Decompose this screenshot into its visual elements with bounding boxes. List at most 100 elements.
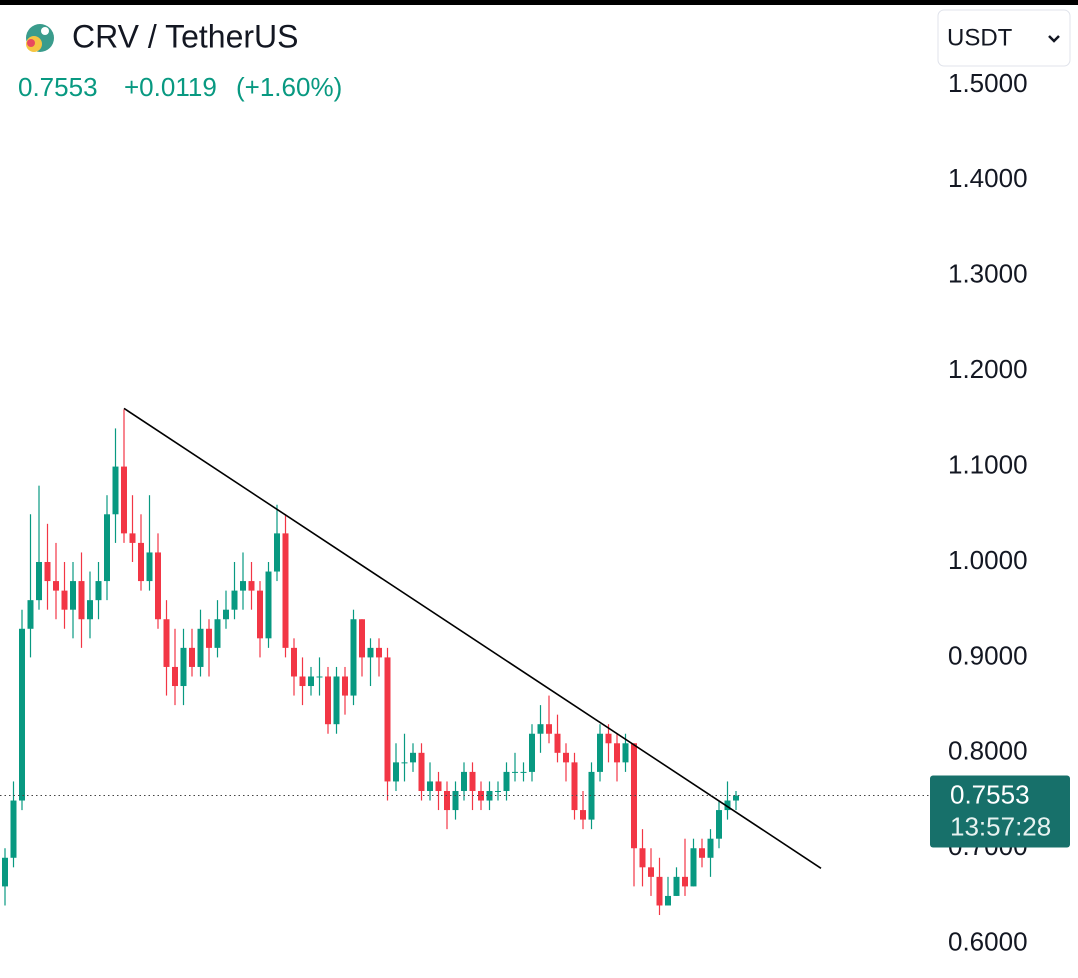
candle-body — [529, 733, 535, 772]
candle-body — [282, 533, 289, 648]
candle-body — [189, 647, 195, 667]
candle-body — [605, 733, 612, 744]
candle-body — [172, 666, 178, 687]
candle-body — [121, 466, 127, 534]
y-tick-label: 1.4000 — [948, 163, 1028, 193]
currency-selector[interactable]: USDT — [937, 9, 1071, 67]
candle-body — [180, 647, 187, 687]
price-tag-countdown: 13:57:28 — [950, 811, 1051, 841]
candle-body — [571, 762, 578, 811]
candle-body — [299, 676, 306, 687]
y-tick-label: 1.1000 — [948, 449, 1028, 479]
candle-body — [78, 581, 85, 620]
candle-body — [27, 600, 34, 629]
candle-body — [367, 647, 374, 658]
candle-body — [2, 857, 8, 887]
candle-body — [707, 838, 714, 858]
candle-body — [724, 800, 731, 811]
candle-body — [316, 676, 323, 678]
currency-box[interactable] — [937, 9, 1071, 67]
candle-body — [163, 619, 170, 667]
candle-body — [384, 657, 391, 782]
candle-body — [155, 552, 161, 620]
candle-body — [274, 533, 280, 572]
candle-body — [146, 552, 153, 582]
y-tick-label: 0.9000 — [948, 640, 1028, 670]
candle-body — [554, 733, 561, 753]
candle-body — [333, 676, 340, 725]
candle-body — [690, 848, 697, 887]
candle-body — [36, 561, 42, 601]
candle-body — [486, 790, 493, 801]
candle-body — [461, 771, 467, 791]
candle-body — [597, 733, 603, 772]
candle-body — [197, 628, 204, 667]
y-tick-label: 1.3000 — [948, 259, 1028, 289]
top-bar — [0, 0, 1078, 5]
candle-body — [87, 600, 93, 620]
candle-body — [410, 752, 416, 763]
candle-body — [639, 848, 646, 868]
candle-body — [342, 676, 348, 696]
candle-body — [631, 743, 637, 849]
candle-body — [129, 533, 136, 543]
candle-body — [308, 676, 314, 687]
candle-body — [376, 647, 382, 658]
candle-body — [291, 647, 297, 677]
chevron[interactable] — [1048, 35, 1060, 43]
candle-body — [206, 628, 212, 648]
candle-body — [537, 724, 544, 734]
candle-body — [452, 790, 459, 811]
candle-body — [512, 771, 518, 773]
candle-body — [53, 581, 59, 591]
candle-body — [44, 561, 51, 582]
candle-body — [61, 590, 68, 610]
candle-body — [469, 771, 476, 791]
y-tick-label: 0.6000 — [948, 927, 1028, 957]
header-price: 0.7553 — [18, 72, 98, 102]
candle-body — [580, 810, 586, 820]
candle-body — [622, 743, 629, 763]
candle-body — [656, 876, 663, 906]
candle-body — [240, 581, 246, 591]
candle-body — [265, 571, 272, 639]
candle-body — [418, 752, 425, 791]
candle-body — [665, 895, 671, 906]
candle-body — [546, 724, 552, 734]
candle-body — [495, 790, 501, 792]
candle-body — [563, 752, 569, 763]
y-tick-label: 1.2000 — [948, 354, 1028, 384]
symbol-title: CRV / TetherUS — [72, 18, 298, 54]
candle-body — [223, 609, 229, 620]
price-tag — [930, 775, 1070, 848]
candle-body — [427, 781, 433, 791]
candle-body — [138, 542, 144, 582]
candle-body — [325, 676, 331, 725]
price-tag-value: 0.7553 — [950, 779, 1030, 809]
header-change: +0.0119 — [124, 72, 217, 102]
candle-body — [435, 781, 442, 791]
candle-body — [231, 590, 238, 610]
candle-body — [401, 762, 408, 764]
header-change-percent: (+1.60%) — [236, 72, 342, 102]
currency-label[interactable]: USDT — [947, 24, 1013, 51]
candle-body — [257, 590, 263, 639]
candle-body — [214, 619, 221, 648]
candle-body — [248, 581, 255, 591]
candle-body — [70, 581, 76, 610]
candle-body — [699, 848, 705, 858]
logo — [26, 24, 54, 52]
y-tick-label: 1.0000 — [948, 545, 1028, 575]
candle-body — [478, 790, 484, 801]
y-tick-label: 0.8000 — [948, 736, 1028, 766]
candle-body — [393, 762, 399, 782]
candle-body — [444, 790, 450, 811]
candle-body — [733, 795, 739, 801]
candle-body — [673, 876, 680, 896]
candle-body — [95, 581, 102, 601]
candle-body — [104, 514, 110, 582]
plot-area: 0.60000.70000.80000.90001.00001.10001.20… — [0, 68, 1028, 957]
